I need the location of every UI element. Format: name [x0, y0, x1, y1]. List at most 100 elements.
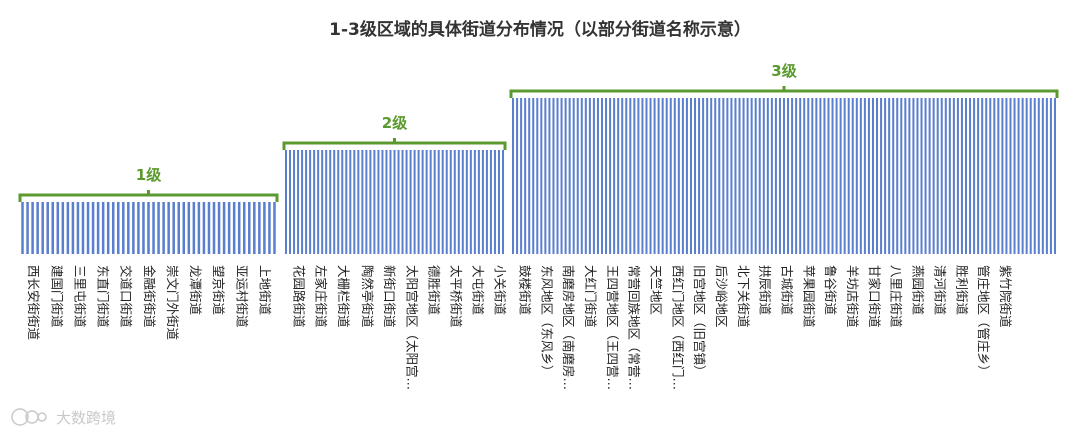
bar-0-47	[258, 202, 261, 254]
bar-2-1	[516, 98, 519, 254]
bar-2-59	[750, 98, 753, 254]
bar-2-92	[884, 98, 887, 254]
bar-2-25	[613, 98, 616, 254]
tick-label-11: 花园路街道	[292, 265, 307, 328]
bar-1-10	[325, 150, 328, 254]
bar-1-1	[289, 150, 292, 254]
bar-2-119	[993, 98, 996, 254]
bar-2-11	[556, 98, 559, 254]
bar-2-28	[625, 98, 628, 254]
bar-2-84	[851, 98, 854, 254]
bar-2-128	[1029, 98, 1032, 254]
bar-0-15	[96, 202, 100, 254]
bar-0-7	[56, 202, 60, 254]
bar-2-132	[1045, 98, 1048, 254]
bar-1-33	[417, 150, 420, 254]
tick-label-36: 羊坊店街道	[845, 265, 860, 328]
bar-2-32	[641, 98, 644, 254]
bar-0-25	[147, 202, 150, 254]
bar-1-12	[333, 150, 336, 254]
bar-2-78	[827, 98, 830, 254]
bar-2-109	[952, 98, 955, 254]
bar-2-57	[742, 98, 745, 254]
tick-label-12: 左家庄街道	[314, 265, 329, 328]
bar-2-110	[956, 98, 959, 254]
bar-2-123	[1009, 98, 1012, 254]
bar-0-40	[222, 202, 226, 254]
bar-1-24	[381, 150, 384, 254]
bar-0-32	[182, 202, 186, 254]
tick-label-40: 清河街道	[932, 265, 947, 316]
bar-2-104	[932, 98, 935, 254]
bar-2-56	[738, 98, 741, 254]
bar-2-91	[880, 98, 883, 254]
bar-0-33	[187, 202, 191, 254]
bar-0-31	[177, 202, 180, 254]
tick-label-34: 苹果园街道	[801, 265, 816, 328]
bar-1-47	[473, 150, 476, 254]
bar-2-126	[1021, 98, 1024, 254]
bar-1-42	[453, 150, 456, 254]
bar-2-96	[900, 98, 903, 254]
tick-label-23: 南磨房地区（南磨房…	[561, 265, 576, 390]
tick-label-30: 后沙峪地区	[714, 265, 729, 328]
tier-bracket-2	[282, 138, 507, 150]
bar-0-50	[273, 202, 276, 254]
tick-label-25: 王四营地区（王四营…	[605, 265, 620, 390]
bar-0-6	[51, 202, 55, 254]
bar-2-44	[689, 98, 692, 254]
bar-2-39	[669, 98, 672, 254]
watermark: 大数跨境	[11, 408, 116, 427]
bar-0-22	[132, 202, 135, 254]
bar-2-70	[795, 98, 798, 254]
tick-label-43: 紫竹院街道	[998, 265, 1013, 328]
bar-2-41	[677, 98, 680, 254]
bar-1-28	[397, 150, 400, 254]
bar-0-34	[192, 202, 196, 254]
bar-1-19	[361, 150, 364, 254]
bar-1-23	[377, 150, 380, 254]
tick-label-13: 大栅栏街道	[336, 265, 351, 328]
bar-2-66	[778, 98, 781, 254]
watermark-text: 大数跨境	[56, 409, 116, 427]
tier-bracket-3	[509, 86, 1059, 98]
bar-2-127	[1025, 98, 1028, 254]
bar-1-8	[317, 150, 320, 254]
bar-2-115	[977, 98, 980, 254]
bar-2-43	[685, 98, 688, 254]
bar-1-41	[449, 150, 452, 254]
bar-2-116	[981, 98, 984, 254]
bar-1-35	[425, 150, 428, 254]
bar-1-7	[313, 150, 316, 254]
bar-2-75	[815, 98, 818, 254]
bar-0-43	[237, 202, 241, 254]
bar-2-63	[766, 98, 769, 254]
bar-2-17	[580, 98, 583, 254]
bar-2-107	[944, 98, 947, 254]
bar-2-15	[572, 98, 575, 254]
bar-2-42	[681, 98, 684, 254]
bar-2-120	[997, 98, 1000, 254]
bar-2-102	[924, 98, 927, 254]
bar-2-50	[714, 98, 717, 254]
bar-0-14	[91, 202, 95, 254]
bar-2-40	[673, 98, 676, 254]
tick-label-31: 北下关街道	[736, 265, 751, 328]
bar-1-49	[481, 150, 484, 254]
bar-2-121	[1001, 98, 1004, 254]
tick-label-16: 太阳宫地区（太阳宫…	[404, 265, 419, 390]
tick-label-1: 建国门街道	[49, 265, 64, 328]
bar-2-3	[524, 98, 527, 254]
bar-1-13	[337, 150, 340, 254]
bar-2-65	[774, 98, 777, 254]
tier-label-3: 3级	[771, 62, 797, 80]
tick-label-29: 旧宫地区（旧宫镇）	[692, 265, 707, 378]
bar-1-3	[297, 150, 300, 254]
bar-0-44	[242, 202, 246, 254]
tier-brackets: 1级 2级 3级	[18, 62, 1059, 202]
bar-2-16	[576, 98, 579, 254]
bar-2-89	[871, 98, 874, 254]
bar-1-34	[421, 150, 424, 254]
bar-0-0	[21, 202, 24, 254]
bar-0-12	[81, 202, 85, 254]
